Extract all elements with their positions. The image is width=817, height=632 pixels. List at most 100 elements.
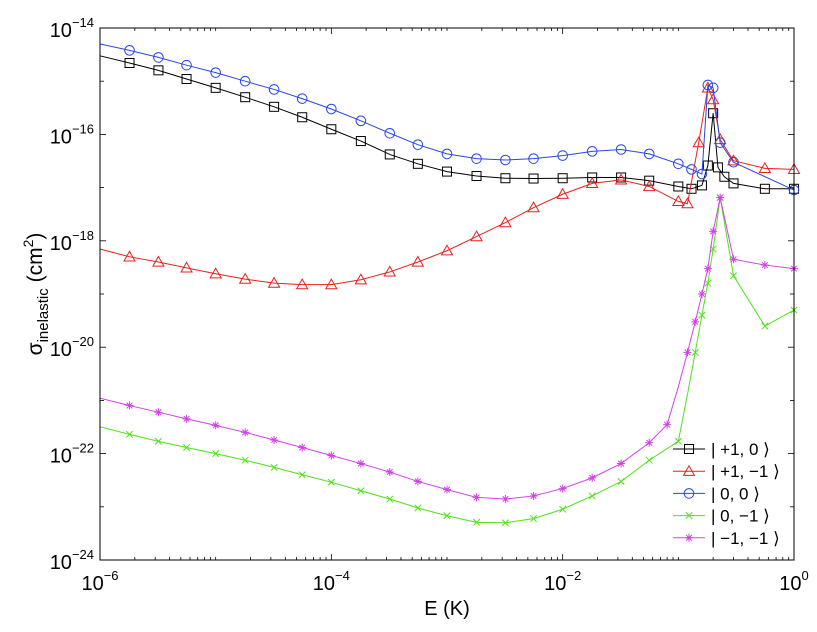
x-axis-label: E (K) xyxy=(424,598,470,620)
x-tick-label-base: 10 xyxy=(313,573,335,595)
y-tick-label: 10−22 xyxy=(50,441,94,468)
x-tick-label: 10−2 xyxy=(544,568,581,595)
data-point xyxy=(499,216,512,228)
data-point xyxy=(727,154,740,166)
series-4 xyxy=(99,193,798,504)
data-point xyxy=(324,278,338,290)
data-point xyxy=(527,201,540,213)
x-tick-label: 100 xyxy=(779,568,808,595)
data-point xyxy=(412,158,423,169)
data-point xyxy=(440,244,454,256)
data-point xyxy=(326,124,337,135)
data-point xyxy=(355,136,366,147)
y-axis-label: σinelastic (cm2) xyxy=(20,233,52,356)
data-point xyxy=(729,255,738,264)
x-tick-label-base: 10 xyxy=(81,573,103,595)
y-tick-label-exponent: −14 xyxy=(72,15,94,30)
data-point xyxy=(673,181,684,192)
data-point xyxy=(681,197,694,209)
data-point xyxy=(154,437,162,445)
data-point xyxy=(181,73,192,84)
y-tick-label-base: 10 xyxy=(50,233,72,255)
data-point xyxy=(269,101,280,112)
data-point xyxy=(298,443,307,452)
data-point xyxy=(326,103,337,115)
data-point xyxy=(686,164,697,175)
legend-marker xyxy=(685,512,693,520)
data-point xyxy=(153,52,164,63)
data-point xyxy=(708,108,719,119)
data-point xyxy=(471,153,482,164)
data-point xyxy=(709,227,718,236)
data-point xyxy=(125,430,134,438)
data-point xyxy=(704,279,712,287)
data-point xyxy=(356,459,365,468)
legend-marker xyxy=(682,464,696,476)
data-point xyxy=(383,265,397,277)
legend-marker xyxy=(685,533,693,542)
y-axis-label-subscript: inelastic xyxy=(35,288,52,343)
y-tick-label-base: 10 xyxy=(50,339,72,361)
data-point xyxy=(500,154,511,166)
legend-label: | 0, 0 ⟩ xyxy=(711,484,760,503)
data-point xyxy=(470,230,483,242)
data-point xyxy=(697,290,706,298)
data-point xyxy=(728,156,739,168)
data-point xyxy=(559,505,567,513)
data-point xyxy=(153,65,164,76)
data-point xyxy=(270,463,278,471)
data-point xyxy=(674,437,682,445)
data-point xyxy=(702,79,714,91)
data-point xyxy=(501,519,509,527)
legend: | +1, 0 ⟩ | +1, −1 ⟩ | 0, 0 ⟩ | 0, −1 ⟩ | −1… xyxy=(673,440,780,548)
y-tick-label-base: 10 xyxy=(50,446,72,468)
data-point xyxy=(471,171,482,182)
data-point xyxy=(529,515,538,523)
data-point xyxy=(761,322,769,330)
data-point xyxy=(671,194,685,207)
y-axis-label-unit-exponent: 2 xyxy=(20,239,36,247)
x-tick-label: 10−6 xyxy=(81,568,118,595)
data-point xyxy=(696,168,708,180)
data-point xyxy=(295,278,309,290)
data-point xyxy=(642,179,656,192)
x-tick-label-base: 10 xyxy=(779,573,801,595)
data-point xyxy=(472,493,481,502)
y-tick-label-exponent: −18 xyxy=(72,228,94,243)
data-point xyxy=(528,173,539,184)
data-point xyxy=(500,173,511,184)
legend-entry: | −1, −1 ⟩ xyxy=(673,529,780,548)
data-point xyxy=(386,495,394,503)
data-point xyxy=(182,414,191,423)
data-point xyxy=(645,438,654,447)
data-point xyxy=(267,276,281,288)
series-2 xyxy=(99,43,800,196)
data-point xyxy=(691,317,700,326)
x-tick-label-exponent: −4 xyxy=(335,568,350,583)
data-point xyxy=(384,149,395,160)
data-point xyxy=(472,518,481,526)
series-line xyxy=(99,197,795,524)
data-point xyxy=(501,495,510,504)
data-point xyxy=(716,193,725,202)
legend-label: | −1, −1 ⟩ xyxy=(711,529,780,548)
data-point xyxy=(124,45,135,56)
y-tick-label: 10−24 xyxy=(50,547,94,574)
data-point xyxy=(707,82,719,94)
data-point xyxy=(585,176,599,189)
data-point xyxy=(180,261,193,273)
data-point xyxy=(645,456,653,464)
data-point xyxy=(442,166,452,177)
data-point xyxy=(354,273,368,285)
legend-entry: | +1, −1 ⟩ xyxy=(673,462,780,481)
legend-label: | +1, 0 ⟩ xyxy=(711,440,770,459)
series-3 xyxy=(99,193,798,527)
data-point xyxy=(588,492,596,500)
data-point xyxy=(124,57,135,68)
data-point xyxy=(617,459,626,468)
data-point xyxy=(212,450,220,458)
data-point xyxy=(760,261,769,270)
data-point xyxy=(644,175,655,186)
